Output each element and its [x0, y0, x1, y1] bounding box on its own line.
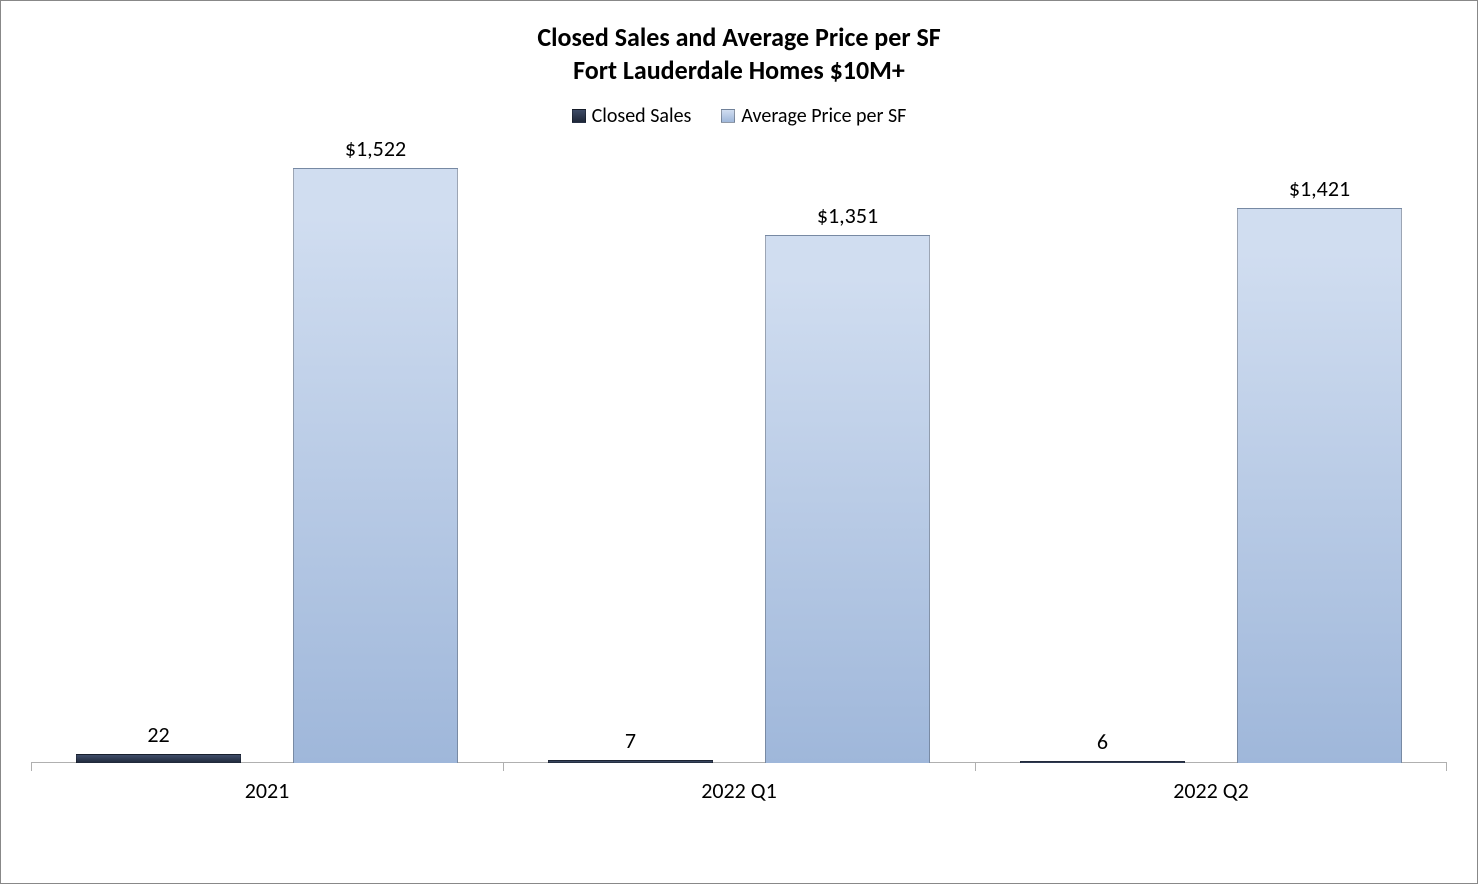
- bar-group: 22 $1,522: [31, 138, 503, 763]
- plot-area: 22 $1,522 7 $1,351 6 $1,421: [31, 138, 1447, 763]
- bar-avg-price: $1,351: [765, 235, 930, 763]
- bar-group: 7 $1,351: [503, 138, 975, 763]
- bar-closed-sales: 22: [76, 754, 241, 763]
- bar-avg-price: $1,522: [293, 168, 458, 763]
- legend-swatch-closed-sales: [572, 109, 586, 123]
- legend-label-closed-sales: Closed Sales: [592, 104, 692, 128]
- axis-tick: [1446, 763, 1447, 771]
- bar-value-label: $1,421: [1238, 175, 1401, 202]
- x-axis-label: 2021: [31, 777, 503, 804]
- legend-item-closed-sales: Closed Sales: [572, 104, 692, 128]
- chart-legend: Closed Sales Average Price per SF: [31, 104, 1447, 128]
- legend-item-avg-price: Average Price per SF: [721, 104, 906, 128]
- chart-title: Closed Sales and Average Price per SF Fo…: [31, 21, 1447, 86]
- bar-value-label: 6: [1021, 728, 1184, 755]
- x-axis-labels: 20212022 Q12022 Q2: [31, 777, 1447, 807]
- bar-closed-sales: 7: [548, 760, 713, 763]
- bar-value-label: 22: [77, 721, 240, 748]
- bar-avg-price: $1,421: [1237, 208, 1402, 763]
- bar-value-label: 7: [549, 727, 712, 754]
- bar-group: 6 $1,421: [975, 138, 1447, 763]
- x-axis-label: 2022 Q2: [975, 777, 1447, 804]
- axis-tick: [31, 763, 32, 771]
- chart-title-line2: Fort Lauderdale Homes $10M+: [31, 54, 1447, 87]
- axis-tick: [503, 763, 504, 771]
- legend-label-avg-price: Average Price per SF: [741, 104, 906, 128]
- axis-tick: [975, 763, 976, 771]
- bar-value-label: $1,522: [294, 135, 457, 162]
- chart-title-line1: Closed Sales and Average Price per SF: [31, 21, 1447, 54]
- legend-swatch-avg-price: [721, 109, 735, 123]
- x-axis-label: 2022 Q1: [503, 777, 975, 804]
- bar-closed-sales: 6: [1020, 761, 1185, 763]
- bar-value-label: $1,351: [766, 202, 929, 229]
- chart-container: Closed Sales and Average Price per SF Fo…: [0, 0, 1478, 884]
